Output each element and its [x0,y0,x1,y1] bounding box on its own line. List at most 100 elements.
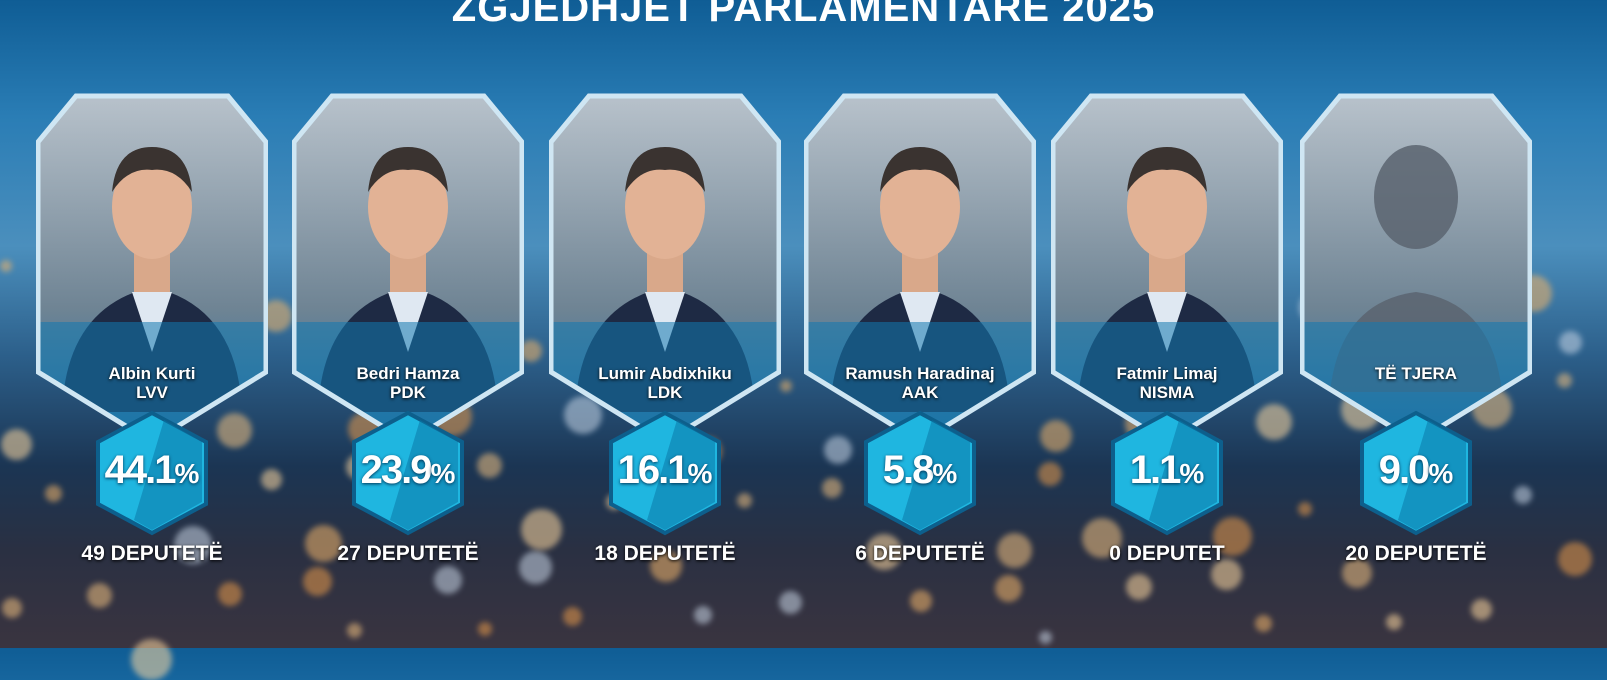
candidate-name: TË TJERA [1374,364,1458,383]
candidate-name: Albin Kurti [108,364,196,383]
seats-count: 27 DEPUTETË [337,542,479,565]
percent-badge: 23.9% [350,410,466,536]
bokeh-light [87,583,112,608]
bokeh-light [1039,631,1052,644]
bokeh-light [1342,558,1372,588]
bokeh-light [563,607,582,626]
party-name: LDK [647,383,683,402]
hexagon-badge-icon [1360,410,1472,536]
hexagon-photo-frame [549,93,781,445]
bokeh-light [1471,599,1492,620]
bokeh-light [824,436,852,464]
bokeh-light [261,469,282,490]
bokeh-light [866,534,902,570]
candidate-name-block: TË TJERA [1300,364,1532,383]
percent-badge: 16.1% [607,410,723,536]
bokeh-light [780,380,792,392]
party-name: PDK [390,383,426,402]
bokeh-light [650,550,682,582]
hexagon-photo-frame [1051,93,1283,445]
bokeh-light [1558,542,1592,576]
hexagon-photo-frame [1300,93,1532,445]
party-name: AAK [901,383,939,402]
bokeh-light [1557,373,1572,388]
seats-count: 0 DEPUTET [1109,542,1225,565]
bokeh-light [1211,559,1242,590]
candidate-card: TË TJERA 9.0% 20 DEPUTETË [1300,92,1532,565]
bokeh-light [434,566,462,594]
party-name: NISMA [1139,383,1195,402]
bokeh-light [1,429,32,460]
vote-percent: 16.1% [617,448,713,492]
bokeh-light [217,413,252,448]
bokeh-light [1255,615,1272,632]
party-name: LVV [136,383,168,402]
bokeh-light [0,260,12,272]
bokeh-light [477,453,502,478]
candidate-card: Lumir Abdixhiku LDK 16.1% 18 DEPUTETË [549,92,781,565]
bokeh-light [519,551,552,584]
seats-count: 6 DEPUTETË [855,542,985,565]
candidate-card: Albin Kurti LVV 44.1% 49 DEPUTETË [36,92,268,565]
percent-badge: 44.1% [94,410,210,536]
hexagon-badge-icon [1111,410,1223,536]
hexagon-badge-icon [352,410,464,536]
bokeh-light [1514,486,1532,504]
bokeh-light [478,622,492,636]
bokeh-light [995,575,1022,602]
bokeh-light [1082,518,1122,558]
candidate-card: Bedri Hamza PDK 23.9% 27 DEPUTETË [292,92,524,565]
page-title: ZGJEDHJET PARLAMENTARE 2025 [451,0,1156,30]
bokeh-light [1298,502,1312,516]
hexagon-photo-frame [36,93,268,445]
bokeh-light [347,623,362,638]
bokeh-light [303,567,332,596]
candidate-card: Fatmir Limaj NISMA 1.1% 0 DEPUTET [1051,92,1283,565]
hexagon-photo-frame [804,93,1036,445]
percent-badge: 5.8% [862,410,978,536]
bokeh-light [737,493,752,508]
hexagon-badge-icon [96,410,208,536]
candidate-name: Ramush Haradinaj [845,364,995,383]
bokeh-light [2,598,22,618]
candidate-name-block: Bedri Hamza PDK [292,364,524,402]
seats-count: 18 DEPUTETË [594,542,736,565]
candidate-name: Fatmir Limaj [1116,364,1218,383]
bokeh-light [1256,404,1292,440]
vote-percent: 5.8% [882,448,958,492]
candidate-name-block: Fatmir Limaj NISMA [1051,364,1283,402]
bokeh-light [1213,517,1252,556]
bokeh-light [1040,420,1072,452]
bokeh-light [910,590,932,612]
bokeh-light [174,526,212,564]
percent-badge: 9.0% [1358,410,1474,536]
hexagon-badge-icon [864,410,976,536]
vote-percent: 9.0% [1378,448,1454,492]
bokeh-light [694,606,712,624]
bokeh-light [131,639,172,680]
seats-count: 20 DEPUTETË [1345,542,1487,565]
bokeh-light [822,478,842,498]
bokeh-light [1559,331,1582,354]
candidate-name-block: Lumir Abdixhiku LDK [549,364,781,402]
candidate-name-block: Albin Kurti LVV [36,364,268,402]
bokeh-light [1386,614,1402,630]
hexagon-photo-frame [292,93,524,445]
vote-percent: 44.1% [104,448,200,492]
bokeh-light [779,591,802,614]
candidate-name: Lumir Abdixhiku [598,364,732,383]
vote-percent: 1.1% [1129,448,1205,492]
bokeh-light [218,582,242,606]
bokeh-light [521,509,562,550]
percent-badge: 1.1% [1109,410,1225,536]
vote-percent: 23.9% [360,448,456,492]
candidate-name-block: Ramush Haradinaj AAK [804,364,1036,402]
bokeh-light [1126,574,1152,600]
bokeh-light [45,485,62,502]
bokeh-light [997,533,1032,568]
seats-count: 49 DEPUTETË [81,542,223,565]
bokeh-light [520,340,542,362]
bokeh-light [305,525,342,562]
hexagon-badge-icon [609,410,721,536]
candidate-card: Ramush Haradinaj AAK 5.8% 6 DEPUTETË [804,92,1036,565]
